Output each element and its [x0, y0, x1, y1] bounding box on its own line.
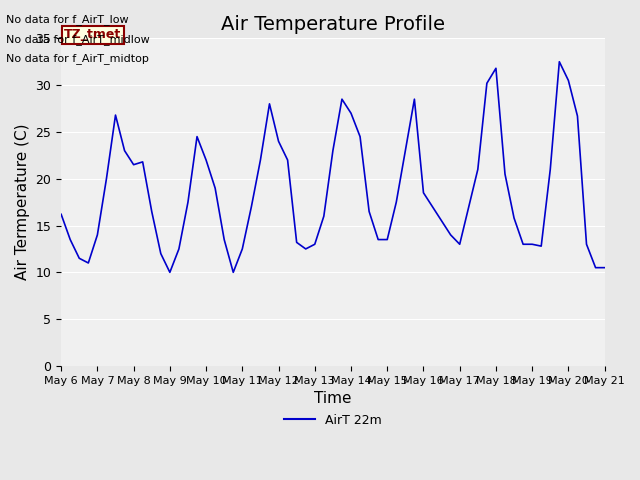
Text: No data for f_AirT_midtop: No data for f_AirT_midtop	[6, 53, 149, 64]
Text: TZ_tmet: TZ_tmet	[64, 28, 122, 41]
Text: No data for f_AirT_low: No data for f_AirT_low	[6, 14, 129, 25]
X-axis label: Time: Time	[314, 391, 351, 406]
Title: Air Temperature Profile: Air Temperature Profile	[221, 15, 445, 34]
Legend: AirT 22m: AirT 22m	[279, 409, 387, 432]
Text: No data for f_AirT_midlow: No data for f_AirT_midlow	[6, 34, 150, 45]
Y-axis label: Air Termperature (C): Air Termperature (C)	[15, 124, 30, 280]
